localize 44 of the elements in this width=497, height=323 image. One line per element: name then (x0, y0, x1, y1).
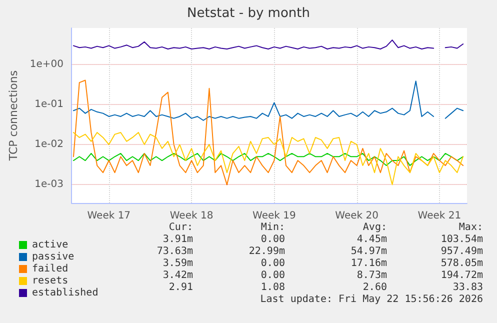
text: 1.08 (260, 282, 285, 294)
text: 22.99m (248, 246, 285, 258)
x-tick-label: Week 17 (87, 210, 131, 222)
text: Cur: (168, 222, 193, 234)
y-tick-label: 1e-02 (34, 139, 64, 150)
y-tick-label: 1e+00 (30, 58, 64, 70)
text: 4.45m (356, 234, 387, 246)
x-tick-label: Week 19 (252, 210, 296, 222)
text: Last update: Fri May 22 15:56:26 2026 (260, 294, 483, 306)
text: 0.00 (260, 234, 285, 246)
text: 194.72m (440, 270, 483, 282)
text: 957.49m (440, 246, 483, 258)
text: 2.91 (168, 282, 193, 294)
text: 3.59m (162, 258, 193, 270)
text: Min: (260, 222, 285, 234)
x-tick-label: Week 18 (170, 210, 214, 222)
y-tick-label: 1e-03 (34, 179, 64, 190)
text: 2.60 (362, 282, 387, 294)
text: 103.54m (440, 234, 483, 246)
text: 8.73m (356, 270, 387, 282)
legend-label: active (32, 240, 68, 250)
text: 0.00 (260, 270, 285, 282)
legend-label: failed (32, 264, 68, 274)
text: 578.05m (440, 258, 483, 270)
line-series (72, 132, 464, 186)
text: 17.16m (350, 258, 387, 270)
text: 3.91m (162, 234, 193, 246)
y-tick-label: 1e-01 (34, 98, 64, 110)
text: 33.83 (452, 282, 483, 294)
line-series (72, 80, 464, 186)
text: 0.00 (260, 258, 285, 270)
text: 73.63m (156, 246, 193, 258)
legend-label: passive (32, 252, 74, 262)
x-tick-label: Week 21 (418, 210, 462, 222)
chart-title: Netstat - by month (187, 6, 310, 21)
legend-label: resets (32, 276, 68, 286)
y-axis-title: TCP connections (7, 70, 20, 162)
legend-label: established (32, 288, 98, 298)
text: 54.97m (350, 246, 387, 258)
x-tick-label: Week 20 (335, 210, 378, 222)
text: 3.42m (162, 270, 193, 282)
text: Avg: (362, 222, 387, 234)
line-series (72, 152, 464, 166)
text: Max: (458, 222, 483, 234)
